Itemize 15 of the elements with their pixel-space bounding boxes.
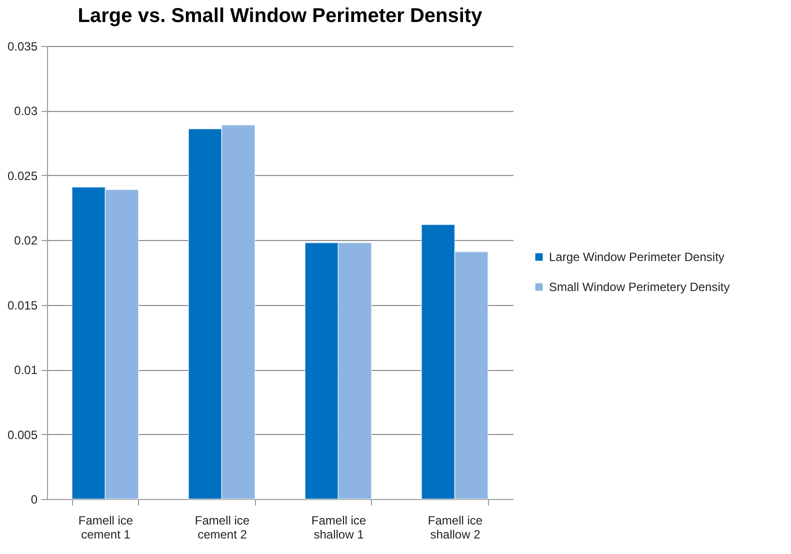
y-tick-label: 0.03 <box>14 104 38 118</box>
x-tick-label: Famell ice cement 2 <box>194 514 250 542</box>
legend-label: Large Window Perimeter Density <box>549 250 724 264</box>
x-tick-label: Famell ice shallow 1 <box>311 514 366 542</box>
y-tick-label: 0.035 <box>7 40 38 54</box>
y-tick-label: 0.015 <box>7 298 38 312</box>
y-tick-label: 0.02 <box>14 234 38 248</box>
y-tick-label: 0 <box>30 492 38 506</box>
y-tick-label: 0.01 <box>14 363 38 378</box>
chart-title: Large vs. Small Window Perimeter Density <box>78 5 484 27</box>
y-tick-label: 0.005 <box>7 428 38 442</box>
legend-label: Small Window Perimetery Density <box>549 280 730 294</box>
x-tick-label: Famell ice cement 1 <box>78 514 134 542</box>
x-tick-label: Famell ice shallow 2 <box>428 514 483 542</box>
y-tick-label: 0.025 <box>7 168 38 183</box>
